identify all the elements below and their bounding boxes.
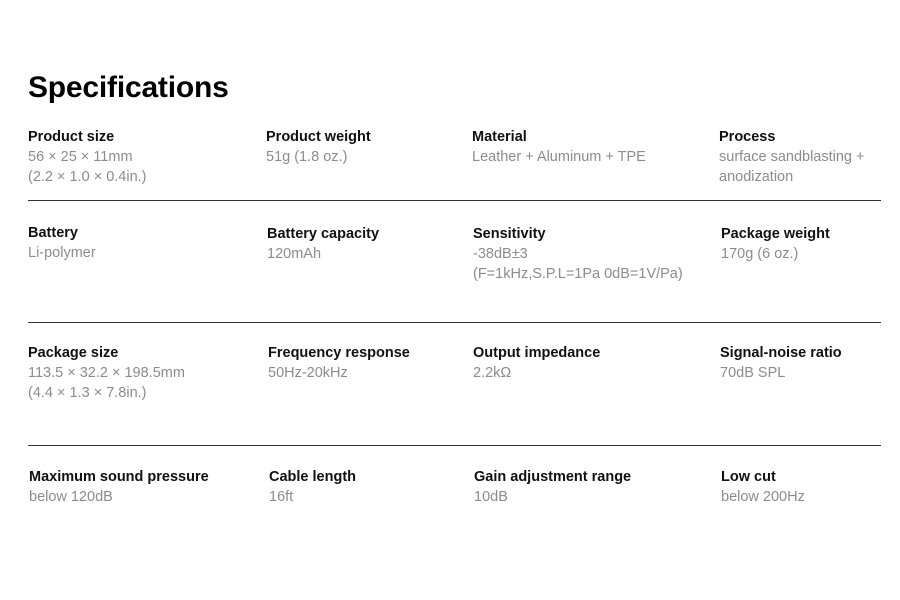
spec-label: Process <box>719 129 776 145</box>
spec-cable-length: Cable length 16ft <box>269 467 356 507</box>
spec-battery: Battery Li-polymer <box>28 223 96 263</box>
spec-battery-capacity: Battery capacity 120mAh <box>267 224 379 264</box>
spec-package-size: Package size 113.5 × 32.2 × 198.5mm (4.4… <box>28 343 185 403</box>
spec-material: Material Leather + Aluminum + TPE <box>472 127 646 167</box>
spec-label: Sensitivity <box>473 226 546 242</box>
spec-label: Cable length <box>269 469 357 485</box>
spec-value: below 200Hz <box>721 489 805 505</box>
spec-label: Low cut <box>721 469 776 485</box>
page-title: Specifications <box>28 71 229 104</box>
row-divider <box>28 322 881 323</box>
spec-product-size: Product size 56 × 25 × 11mm (2.2 × 1.0 ×… <box>28 127 147 187</box>
spec-value: Li-polymer <box>28 245 96 261</box>
spec-label: Maximum sound pressure <box>29 469 209 485</box>
spec-label: Product weight <box>266 129 371 145</box>
spec-label: Signal-noise ratio <box>720 345 842 361</box>
spec-process: Process surface sandblasting + anodizati… <box>719 127 865 187</box>
spec-value: 16ft <box>269 489 294 505</box>
row-divider <box>28 200 881 201</box>
spec-label: Package weight <box>721 226 830 242</box>
spec-label: Output impedance <box>473 345 601 361</box>
spec-value: 51g (1.8 oz.) <box>266 149 348 165</box>
spec-value: 120mAh <box>267 246 322 262</box>
spec-value: 170g (6 oz.) <box>721 246 799 262</box>
spec-value: 2.2kΩ <box>473 365 512 381</box>
spec-label: Product size <box>28 129 115 145</box>
spec-label: Frequency response <box>268 345 410 361</box>
spec-maximum-sound-pressure: Maximum sound pressure below 120dB <box>29 467 209 507</box>
spec-value: 70dB SPL <box>720 365 786 381</box>
spec-value: 50Hz-20kHz <box>268 365 348 381</box>
spec-package-weight: Package weight 170g (6 oz.) <box>721 224 830 264</box>
spec-signal-noise-ratio: Signal-noise ratio 70dB SPL <box>720 343 842 383</box>
spec-value: -38dB±3 (F=1kHz,S.P.L=1Pa 0dB=1V/Pa) <box>473 246 683 282</box>
spec-value: 56 × 25 × 11mm (2.2 × 1.0 × 0.4in.) <box>28 149 147 185</box>
spec-label: Package size <box>28 345 119 361</box>
spec-label: Battery capacity <box>267 226 380 242</box>
spec-output-impedance: Output impedance 2.2kΩ <box>473 343 600 383</box>
spec-value: below 120dB <box>29 489 113 505</box>
spec-gain-adjustment-range: Gain adjustment range 10dB <box>474 467 631 507</box>
row-divider <box>28 445 881 446</box>
spec-value: Leather + Aluminum + TPE <box>472 149 646 165</box>
spec-value: 10dB <box>474 489 508 505</box>
spec-label: Battery <box>28 225 78 241</box>
spec-label: Gain adjustment range <box>474 469 632 485</box>
spec-low-cut: Low cut below 200Hz <box>721 467 805 507</box>
spec-frequency-response: Frequency response 50Hz-20kHz <box>268 343 410 383</box>
spec-label: Material <box>472 129 527 145</box>
spec-sensitivity: Sensitivity -38dB±3 (F=1kHz,S.P.L=1Pa 0d… <box>473 224 683 284</box>
spec-value: 113.5 × 32.2 × 198.5mm (4.4 × 1.3 × 7.8i… <box>28 365 185 401</box>
spec-value: surface sandblasting + anodization <box>719 149 865 185</box>
spec-product-weight: Product weight 51g (1.8 oz.) <box>266 127 371 167</box>
